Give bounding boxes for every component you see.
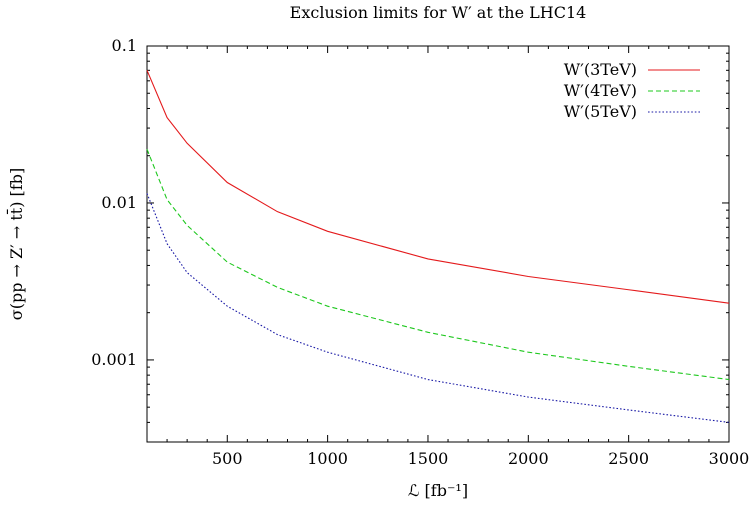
series-line-0 xyxy=(146,70,730,304)
legend-label: W′(4TeV) xyxy=(564,81,637,100)
x-tick-label: 3000 xyxy=(709,449,750,468)
y-tick-label: 0.01 xyxy=(101,193,137,212)
y-tick-label: 0.1 xyxy=(112,36,137,55)
legend: W′(3TeV) W′(4TeV) W′(5TeV) xyxy=(564,60,700,121)
plot-frame xyxy=(146,45,730,443)
x-tick-label: 1500 xyxy=(408,449,449,468)
y-axis-label: σ(pp → Z′ → tt̄) [fb] xyxy=(5,168,26,320)
y-tick-label: 0.001 xyxy=(91,350,137,369)
x-tick-label: 1000 xyxy=(307,449,348,468)
legend-label: W′(5TeV) xyxy=(564,102,637,121)
legend-label: W′(3TeV) xyxy=(564,60,637,79)
chart-title: Exclusion limits for W′ at the LHC14 xyxy=(290,3,587,22)
x-tick-label: 2000 xyxy=(508,449,549,468)
series-line-1 xyxy=(146,149,730,381)
axis-ticks: 500 1000 1500 2000 2500 3000 0.001 0.01 0.1 xyxy=(91,36,749,468)
x-tick-label: 2500 xyxy=(608,449,649,468)
x-tick-label: 500 xyxy=(212,449,243,468)
x-axis-label: ℒ [fb⁻¹] xyxy=(408,481,468,500)
series-line-2 xyxy=(146,193,730,423)
plot-lines xyxy=(146,70,730,423)
